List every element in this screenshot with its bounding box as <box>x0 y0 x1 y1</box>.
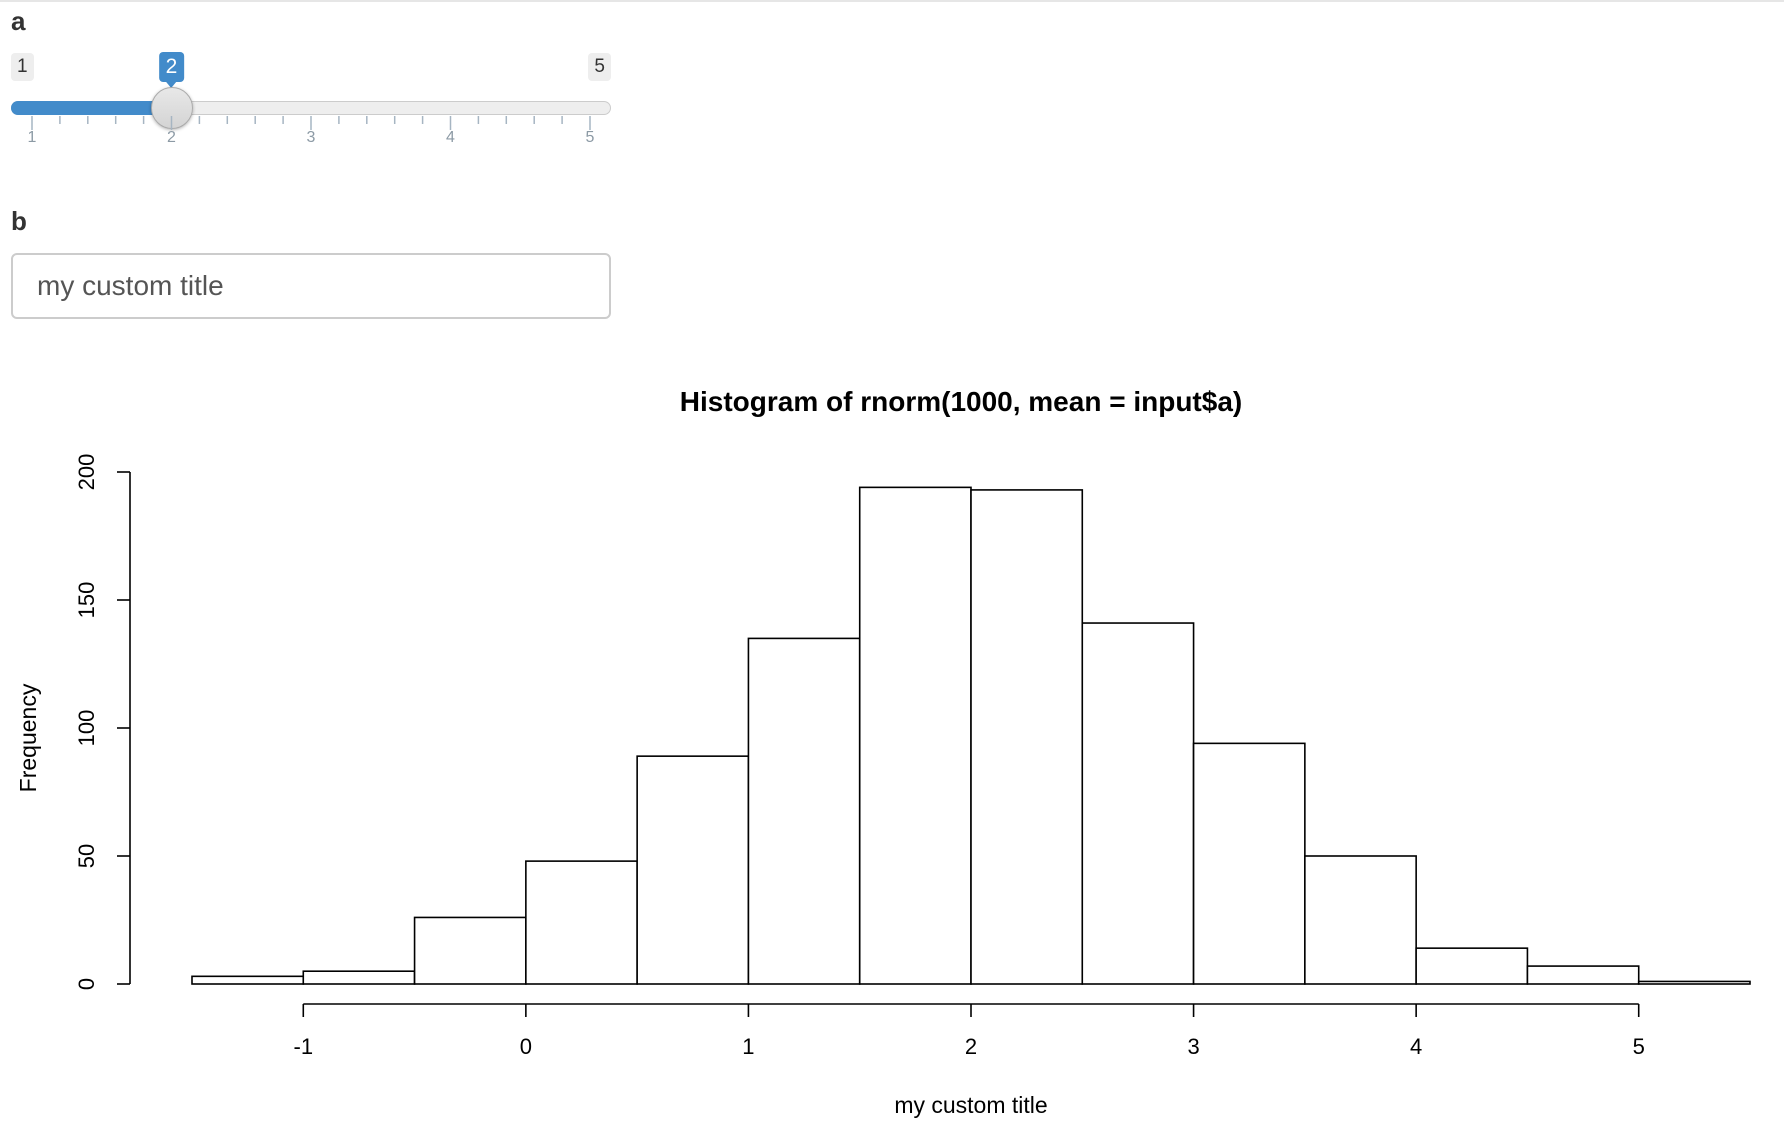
x-tick-label: 4 <box>1410 1034 1422 1059</box>
y-axis: 0 50 100 150 200 <box>74 454 131 990</box>
slider-label-a: a <box>11 6 26 36</box>
histogram-bar <box>1304 855 1417 985</box>
text-input-label-b: b <box>11 206 27 236</box>
x-tick-label: -1 <box>294 1034 314 1059</box>
y-tick-label: 50 <box>74 844 99 868</box>
x-tick-label: 5 <box>1633 1034 1645 1059</box>
histogram-bar <box>525 860 638 985</box>
slider-tick-label: 5 <box>586 129 595 146</box>
slider-tick-grid: 1 2 3 4 5 <box>28 116 595 146</box>
histogram-bar <box>858 486 972 985</box>
top-divider <box>0 0 1784 2</box>
slider-max-label: 5 <box>588 53 611 81</box>
x-tick-label: 0 <box>520 1034 532 1059</box>
slider-fill <box>11 101 172 115</box>
histogram-bar <box>302 970 416 985</box>
histogram-bar <box>1192 742 1306 985</box>
histogram-plot: Histogram of rnorm(1000, mean = input$a)… <box>15 386 1751 1118</box>
histogram-bar <box>1081 622 1195 985</box>
x-tick-label: 1 <box>742 1034 754 1059</box>
plot-title: Histogram of rnorm(1000, mean = input$a) <box>680 386 1242 417</box>
slider-a[interactable]: 1 5 2 1 2 3 4 5 <box>11 46 611 166</box>
title-text-input[interactable] <box>11 253 611 319</box>
histogram-bar <box>1415 947 1529 985</box>
histogram-bar <box>747 637 861 985</box>
slider-min-label: 1 <box>11 53 34 81</box>
y-tick-label: 150 <box>74 582 99 619</box>
y-tick-label: 100 <box>74 710 99 747</box>
histogram-bar <box>970 489 1084 985</box>
histogram-bar <box>1526 965 1640 985</box>
histogram-bar <box>636 755 750 985</box>
slider-value-label: 2 <box>158 52 185 88</box>
histogram-bar <box>1637 980 1751 985</box>
histogram-bars <box>191 486 1751 985</box>
slider-tick-label: 4 <box>446 129 455 146</box>
y-tick-label: 200 <box>74 454 99 491</box>
x-tick-label: 2 <box>965 1034 977 1059</box>
y-tick-label: 0 <box>74 978 99 990</box>
x-axis-label: my custom title <box>894 1092 1047 1118</box>
histogram-bar <box>191 975 305 985</box>
x-tick-label: 3 <box>1187 1034 1199 1059</box>
slider-tick-label: 3 <box>307 129 316 146</box>
slider-tick-label: 2 <box>167 129 176 146</box>
x-axis: -1 0 1 2 3 4 5 <box>294 1003 1645 1059</box>
slider-tick-label: 1 <box>28 129 37 146</box>
histogram-bar <box>413 916 527 985</box>
y-axis-label: Frequency <box>15 683 41 792</box>
